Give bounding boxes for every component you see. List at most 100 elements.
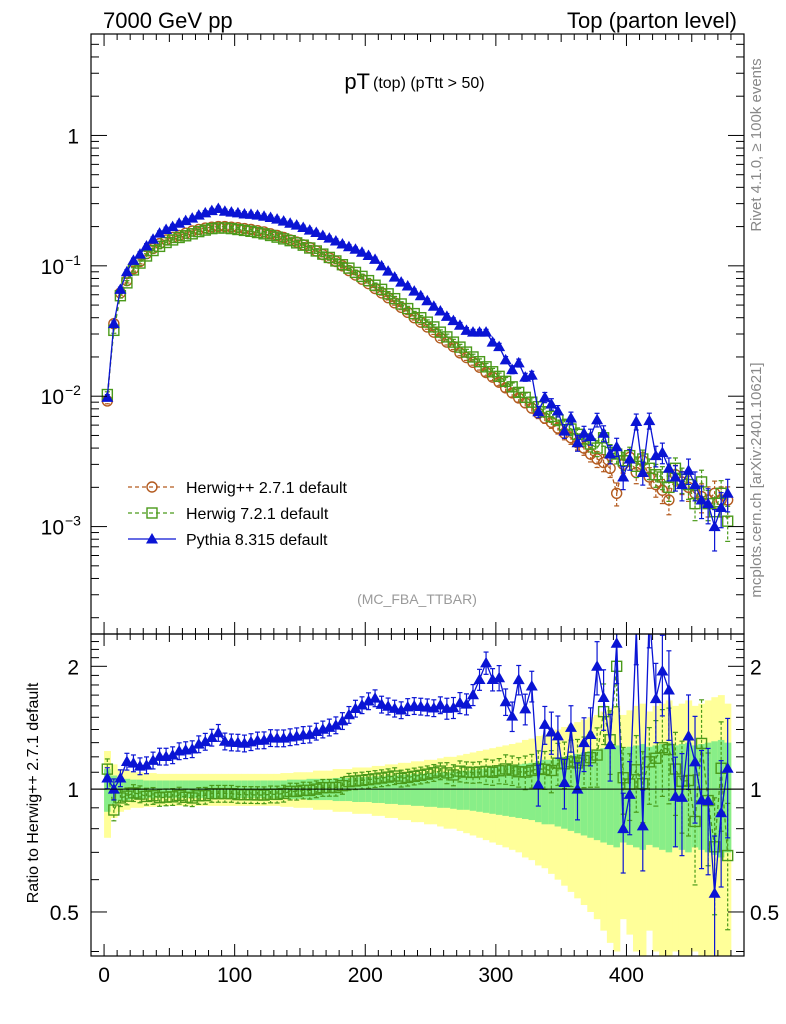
ratio-herwig7-point — [121, 790, 133, 802]
main-pythia-point — [336, 238, 349, 249]
ratio-herwig7-point — [108, 804, 120, 816]
main-pythia-point — [166, 220, 179, 232]
ratio-pythia-point — [715, 806, 728, 818]
main-pythia-point — [316, 229, 329, 240]
main-plot-series — [101, 202, 734, 552]
main-herwig7-point — [356, 270, 368, 283]
ratio-pythia-point — [617, 822, 630, 834]
main-pythia-point — [329, 235, 342, 246]
main-pythia-point — [623, 452, 636, 464]
main-pythia-point — [630, 415, 643, 426]
ratio-band-green — [489, 767, 497, 814]
main-pythia-point — [499, 353, 512, 365]
main-pythia-point — [545, 398, 558, 409]
ratio-band-green — [593, 749, 601, 841]
main-herwig7-point — [121, 277, 133, 289]
ratio-band-green — [424, 773, 431, 807]
main-herwig7-point — [317, 248, 329, 260]
ratio-pythia-point — [708, 887, 721, 898]
main-pythia-point — [114, 283, 127, 294]
main-herwig7-point — [147, 244, 159, 257]
main-pythia-point — [610, 440, 623, 452]
watermark: (MC_FBA_TTBAR) — [357, 591, 477, 607]
main-pythia-point — [649, 449, 662, 461]
main-pythia-point — [297, 221, 310, 232]
main-pythia-point — [675, 478, 688, 490]
ratio-herwig7-point — [317, 781, 329, 794]
ratio-band-green — [587, 751, 595, 838]
ratio-herwig7-point — [591, 749, 603, 761]
main-pythia-point — [342, 240, 355, 252]
ratio-pythia-point — [519, 702, 532, 714]
ratio-pythia-point — [382, 700, 395, 711]
ratio-y-tick-label: 2 — [67, 656, 79, 679]
ratio-pythia-point — [538, 718, 551, 729]
ratio-pythia-point — [571, 783, 584, 794]
ratio-pythia-point — [662, 683, 675, 695]
ratio-band-green — [476, 769, 484, 812]
main-pythia-line — [106, 207, 729, 529]
main-pythia-point — [460, 324, 473, 335]
ratio-band-green — [600, 748, 608, 843]
ratio-band-green — [495, 766, 503, 815]
ratio-herwig7-point — [193, 790, 205, 802]
ratio-herwig7-point — [238, 789, 251, 801]
main-pythia-point — [643, 414, 656, 426]
y-tick-label: 10 — [41, 386, 64, 409]
y-tick-label: 1 — [67, 125, 79, 148]
ratio-y-tick-label: 0.5 — [50, 902, 79, 925]
ratio-herwig7-point — [284, 785, 296, 798]
ratio-band-green — [417, 773, 425, 806]
ratio-band-green — [443, 772, 451, 808]
ratio-herwig7-point — [140, 790, 153, 803]
ratio-herwig7-point — [388, 770, 401, 782]
main-herwig7-point — [238, 224, 251, 237]
main-herwig7-point — [591, 442, 603, 454]
main-herwig7-point — [206, 222, 218, 235]
ratio-band-green — [404, 774, 412, 805]
ratio-herwig7-point — [153, 792, 166, 804]
main-pythia-point — [447, 314, 460, 326]
ratio-band-green — [456, 770, 464, 810]
ratio-herwig7-point — [402, 771, 414, 784]
main-pythia-point — [101, 391, 114, 402]
ratio-herwig7-point — [395, 772, 407, 785]
main-pythia-point — [578, 427, 591, 438]
x-tick-label: 300 — [478, 964, 513, 987]
plot-title-sub: (top) (pTtt > 50) — [373, 75, 485, 92]
main-herwig7-point — [650, 468, 662, 481]
main-pythia-point — [369, 253, 382, 264]
ratio-pythia-point — [584, 728, 597, 740]
ratio-herwig7-point — [565, 756, 577, 768]
main-herwig7-point — [297, 239, 309, 251]
ratio-pythia-point — [355, 699, 368, 710]
main-pythia-point — [617, 471, 630, 482]
ratio-pythia-point — [303, 728, 316, 739]
ratio-herwig7-point — [166, 791, 179, 803]
main-pythia-point — [551, 405, 564, 416]
ratio-pythia-point — [480, 656, 493, 668]
main-herwig7-point — [245, 225, 257, 238]
ratio-band-green — [541, 759, 549, 825]
main-pythia-point — [284, 217, 297, 228]
main-pythia-point — [303, 224, 316, 235]
ratio-herwig7-point — [408, 770, 420, 783]
ratio-band-green — [482, 768, 490, 813]
main-pythia-point — [669, 471, 682, 482]
main-pythia-point — [395, 276, 408, 287]
ratio-pythia-point — [591, 660, 604, 671]
ratio-pythia-point — [506, 710, 519, 721]
main-herwig7-point — [349, 266, 362, 279]
legend-label-herwig7: Herwig 7.2.1 default — [186, 506, 329, 523]
main-pythia-point — [271, 213, 284, 224]
ratio-pythia-point — [199, 735, 212, 747]
ratio-pythia-point — [166, 749, 179, 760]
ratio-pythia-point — [551, 729, 564, 741]
main-pythia-point — [355, 246, 368, 257]
main-herwig7-point — [232, 223, 244, 236]
main-pythia-point — [486, 336, 499, 347]
main-pythia-point — [591, 413, 604, 425]
main-herwig7-point — [330, 255, 342, 267]
main-pythia-point — [349, 243, 362, 254]
